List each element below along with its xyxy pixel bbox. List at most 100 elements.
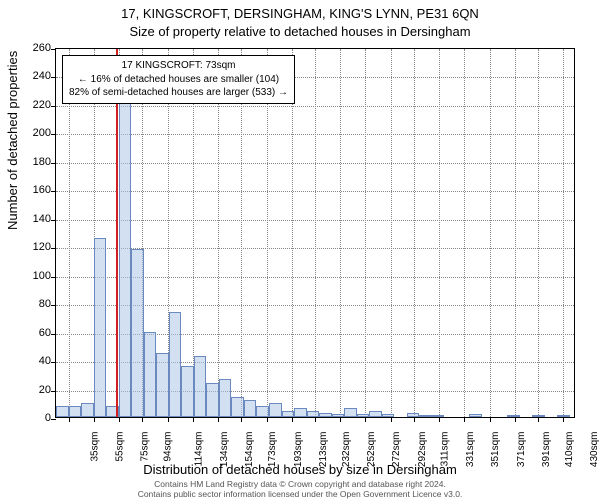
histogram-bar: [432, 415, 445, 417]
ytick-mark: [51, 362, 56, 363]
xtick-mark: [292, 417, 293, 422]
histogram-bar: [407, 413, 420, 417]
histogram-bar: [131, 249, 144, 417]
gridline-v: [515, 49, 516, 417]
highlight-marker: [116, 49, 118, 417]
histogram-bar: [382, 414, 395, 417]
histogram-bar: [294, 408, 307, 417]
gridline-v: [315, 49, 316, 417]
histogram-bar: [169, 312, 182, 417]
histogram-bar: [181, 366, 194, 417]
xtick-mark: [218, 417, 219, 422]
ytick-mark: [51, 106, 56, 107]
ytick-label: 120: [11, 241, 51, 253]
gridline-v: [391, 49, 392, 417]
histogram-bar: [269, 403, 282, 417]
histogram-bar: [244, 400, 257, 417]
histogram-bar: [357, 414, 370, 417]
gridline-v: [241, 49, 242, 417]
annot-line-3: 82% of semi-detached houses are larger (…: [69, 86, 288, 100]
ytick-label: 240: [11, 70, 51, 82]
annot-line-2: ← 16% of detached houses are smaller (10…: [69, 73, 288, 87]
gridline-v: [340, 49, 341, 417]
gridline-v: [69, 49, 70, 417]
gridline-v: [267, 49, 268, 417]
chart-container: 17, KINGSCROFT, DERSINGHAM, KING'S LYNN,…: [0, 0, 600, 500]
xtick-mark: [515, 417, 516, 422]
ytick-mark: [51, 277, 56, 278]
xtick-mark: [267, 417, 268, 422]
ytick-mark: [51, 191, 56, 192]
plot-area: 17 KINGSCROFT: 73sqm ← 16% of detached h…: [55, 48, 575, 418]
gridline-v: [439, 49, 440, 417]
ytick-mark: [51, 419, 56, 420]
ytick-mark: [51, 134, 56, 135]
footer-line-2: Contains public sector information licen…: [138, 489, 463, 499]
footer-line-1: Contains HM Land Registry data © Crown c…: [154, 479, 446, 489]
xtick-mark: [464, 417, 465, 422]
ytick-mark: [51, 334, 56, 335]
histogram-bar: [219, 379, 232, 417]
xtick-mark: [69, 417, 70, 422]
xtick-mark: [340, 417, 341, 422]
footer-text: Contains HM Land Registry data © Crown c…: [0, 479, 600, 499]
xtick-mark: [241, 417, 242, 422]
ytick-mark: [51, 220, 56, 221]
histogram-bar: [56, 406, 69, 417]
xtick-mark: [119, 417, 120, 422]
histogram-bar: [119, 98, 132, 417]
gridline-v: [538, 49, 539, 417]
histogram-bar: [144, 332, 157, 417]
histogram-bar: [206, 383, 219, 417]
chart-title-1: 17, KINGSCROFT, DERSINGHAM, KING'S LYNN,…: [0, 6, 600, 21]
gridline-v: [464, 49, 465, 417]
gridline-v: [218, 49, 219, 417]
xtick-mark: [490, 417, 491, 422]
gridline-v: [414, 49, 415, 417]
ytick-label: 260: [11, 42, 51, 54]
histogram-bar: [419, 415, 432, 417]
ytick-label: 160: [11, 184, 51, 196]
ytick-label: 20: [11, 384, 51, 396]
ytick-mark: [51, 77, 56, 78]
xtick-mark: [391, 417, 392, 422]
histogram-bar: [319, 413, 332, 417]
xtick-mark: [538, 417, 539, 422]
histogram-bar: [194, 356, 207, 417]
chart-title-2: Size of property relative to detached ho…: [0, 24, 600, 39]
xtick-mark: [315, 417, 316, 422]
gridline-v: [490, 49, 491, 417]
histogram-bar: [469, 414, 482, 417]
xtick-mark: [439, 417, 440, 422]
xtick-label: 35sqm: [89, 432, 100, 462]
ytick-label: 220: [11, 99, 51, 111]
ytick-label: 80: [11, 298, 51, 310]
histogram-bar: [332, 414, 345, 417]
xtick-mark: [168, 417, 169, 422]
gridline-v: [365, 49, 366, 417]
histogram-bar: [344, 408, 357, 417]
ytick-mark: [51, 305, 56, 306]
xtick-mark: [414, 417, 415, 422]
annot-line-1: 17 KINGSCROFT: 73sqm: [69, 59, 288, 73]
xtick-mark: [193, 417, 194, 422]
histogram-bar: [156, 353, 169, 417]
histogram-bar: [94, 238, 107, 417]
ytick-label: 180: [11, 156, 51, 168]
ytick-label: 100: [11, 270, 51, 282]
xtick-mark: [142, 417, 143, 422]
xtick-mark: [563, 417, 564, 422]
ytick-mark: [51, 163, 56, 164]
histogram-bar: [507, 415, 520, 417]
histogram-bar: [231, 397, 244, 417]
histogram-bar: [256, 406, 269, 417]
ytick-label: 40: [11, 355, 51, 367]
xtick-mark: [94, 417, 95, 422]
ytick-label: 60: [11, 327, 51, 339]
gridline-v: [563, 49, 564, 417]
ytick-mark: [51, 391, 56, 392]
ytick-label: 0: [11, 412, 51, 424]
histogram-bar: [81, 403, 94, 417]
xtick-label: 75sqm: [139, 432, 150, 462]
x-axis-label: Distribution of detached houses by size …: [0, 462, 600, 477]
